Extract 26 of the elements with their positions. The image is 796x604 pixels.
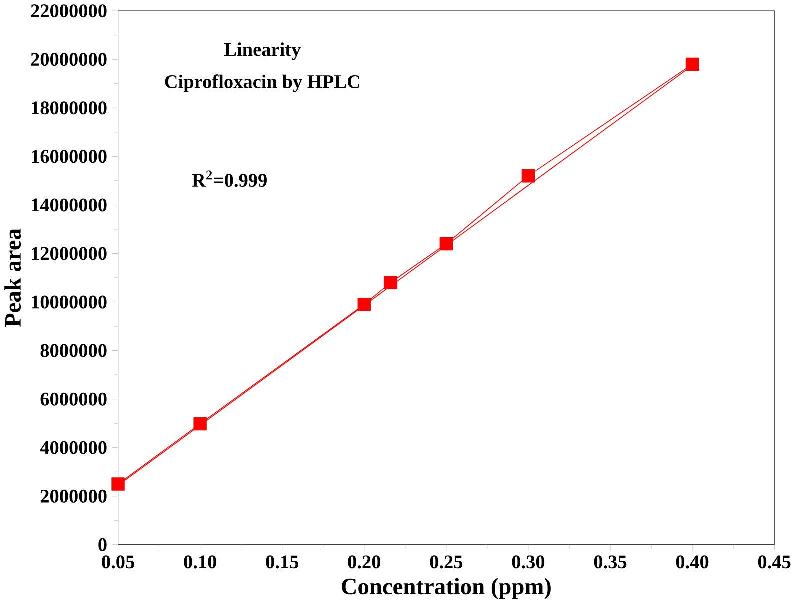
- y-tick-label: 2000000: [40, 490, 107, 503]
- y-tick-label: 12000000: [32, 247, 107, 260]
- y-tick-label: 4000000: [40, 441, 107, 454]
- x-tick-label: 0.15: [266, 556, 299, 569]
- y-tick-label: 8000000: [40, 344, 107, 358]
- y-axis-title: Peak area: [4, 228, 22, 328]
- annotation: Ciprofloxacin by HPLC: [165, 74, 360, 92]
- y-tick-label: 22000000: [31, 4, 107, 18]
- y-tick-label: 18000000: [32, 102, 107, 115]
- x-tick-label: 0.45: [758, 556, 791, 569]
- x-axis-title: Concentration (ppm): [342, 578, 551, 600]
- x-tick-label: 0.05: [102, 556, 134, 569]
- x-tick-label: 0.20: [348, 556, 380, 569]
- x-tick-label: 0.10: [184, 556, 216, 569]
- x-tick-label: 0.35: [594, 556, 627, 569]
- x-tick-label: 0.30: [512, 556, 545, 569]
- x-tick-label: 0.40: [676, 556, 709, 569]
- y-tick-label: 16000000: [32, 150, 107, 164]
- x-tick-label: 0.25: [430, 556, 463, 569]
- y-tick-label: 6000000: [40, 392, 107, 406]
- annotation: R$^{2}$=0.999: [192, 170, 267, 188]
- y-tick-label: 14000000: [32, 198, 107, 212]
- y-tick-label: 20000000: [31, 53, 107, 66]
- y-tick-label: 0: [98, 538, 107, 552]
- annotation: Linearity: [224, 42, 302, 60]
- y-tick-label: 10000000: [32, 296, 107, 309]
